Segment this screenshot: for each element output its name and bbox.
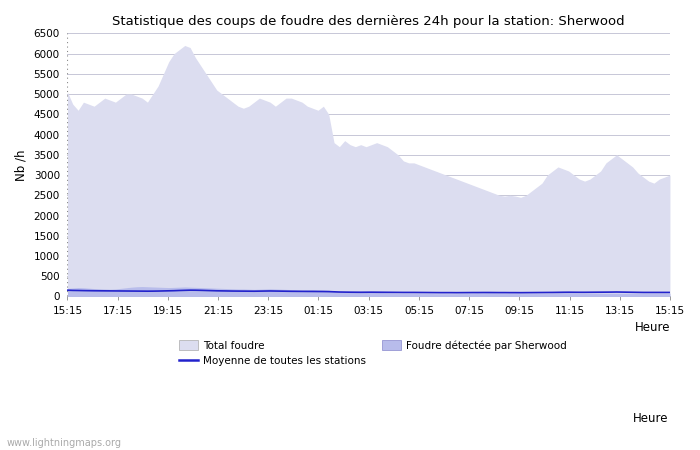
Text: www.lightningmaps.org: www.lightningmaps.org [7, 438, 122, 448]
Y-axis label: Nb /h: Nb /h [15, 149, 28, 180]
Legend: Total foudre, Moyenne de toutes les stations, Foudre détectée par Sherwood: Total foudre, Moyenne de toutes les stat… [175, 336, 570, 370]
X-axis label: Heure: Heure [634, 321, 670, 334]
Text: Heure: Heure [633, 412, 668, 425]
Title: Statistique des coups de foudre des dernières 24h pour la station: Sherwood: Statistique des coups de foudre des dern… [113, 15, 625, 28]
